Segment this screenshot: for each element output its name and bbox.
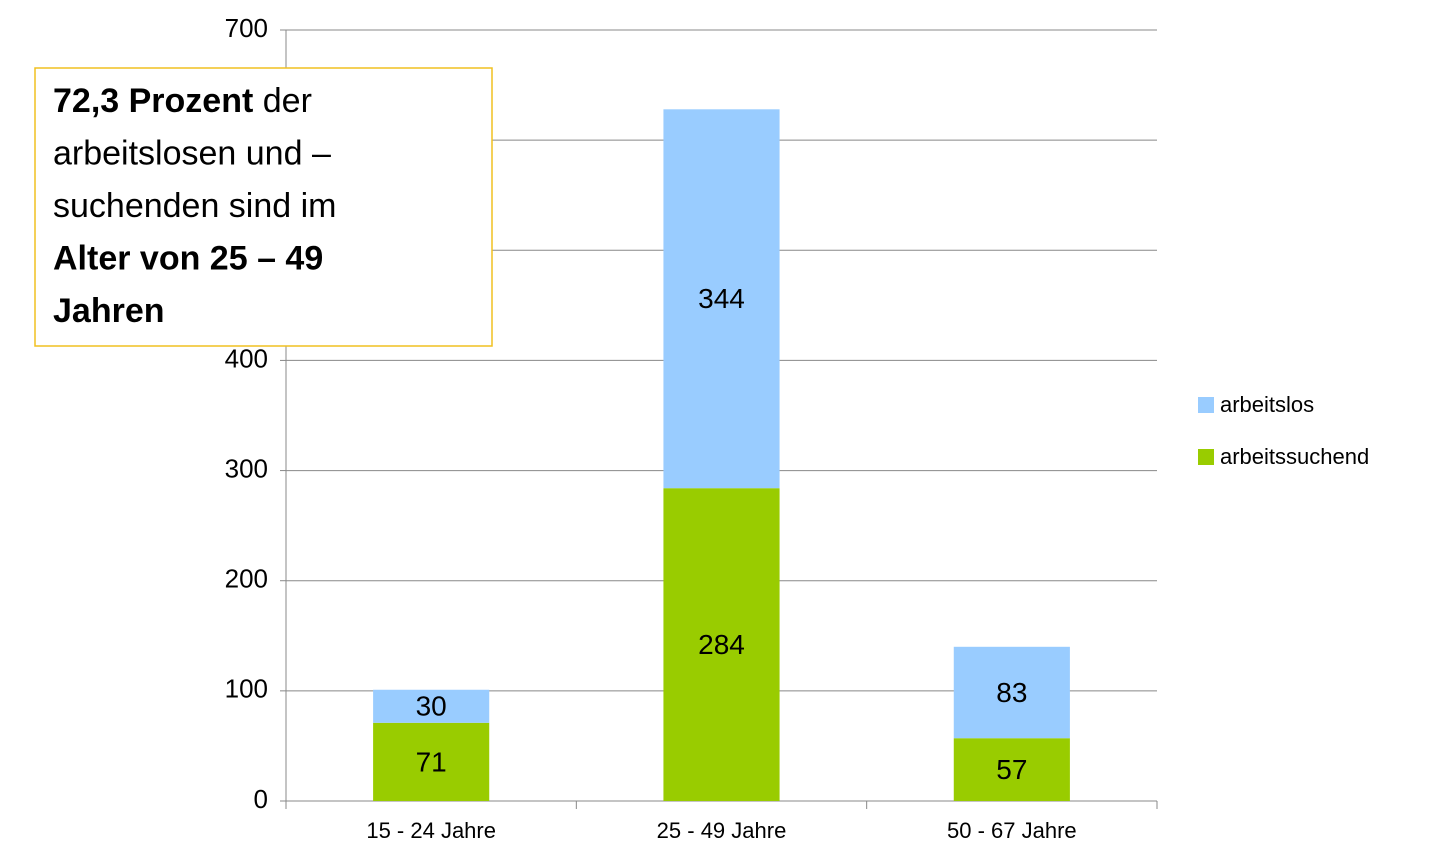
bar-segment [663, 488, 780, 801]
y-tick-label: 100 [225, 674, 268, 704]
annotation-text: suchenden sind im [53, 187, 337, 225]
data-label: 71 [416, 746, 447, 777]
x-tick-label: 50 - 67 Jahre [947, 818, 1077, 843]
bar-segment [373, 689, 490, 723]
annotation-line: Alter von 25 – 49 [53, 239, 323, 277]
legend-label: arbeitslos [1220, 392, 1314, 417]
x-tick-label: 25 - 49 Jahre [657, 818, 787, 843]
data-label: 83 [996, 677, 1027, 708]
annotation-text: 72,3 Prozent [53, 82, 253, 120]
data-label: 344 [698, 283, 745, 314]
annotation-box [34, 67, 493, 347]
data-label: 284 [698, 629, 745, 660]
annotation-line: 72,3 Prozent der [53, 82, 312, 120]
annotation-text: arbeitslosen und – [53, 134, 331, 172]
bar-segment [953, 738, 1070, 801]
bar-segment [663, 109, 780, 489]
annotation-line: suchenden sind im [53, 187, 337, 225]
y-tick-label: 300 [225, 453, 268, 483]
y-tick-label: 0 [254, 784, 268, 814]
annotation-text: Jahren [53, 292, 165, 330]
legend-swatch [1198, 449, 1214, 465]
bar-segment [953, 646, 1070, 739]
data-label: 57 [996, 754, 1027, 785]
data-label: 30 [416, 691, 447, 722]
y-tick-label: 700 [225, 13, 268, 43]
annotation-line: arbeitslosen und – [53, 134, 331, 172]
y-tick-label: 200 [225, 564, 268, 594]
annotation-line: Jahren [53, 292, 165, 330]
x-tick-label: 15 - 24 Jahre [366, 818, 496, 843]
y-tick-label: 400 [225, 343, 268, 373]
annotation-text: Alter von 25 – 49 [53, 239, 323, 277]
legend-swatch [1198, 397, 1214, 413]
legend-label: arbeitssuchend [1220, 444, 1369, 469]
bar-segment [373, 722, 490, 801]
annotation-text: der [253, 82, 312, 120]
